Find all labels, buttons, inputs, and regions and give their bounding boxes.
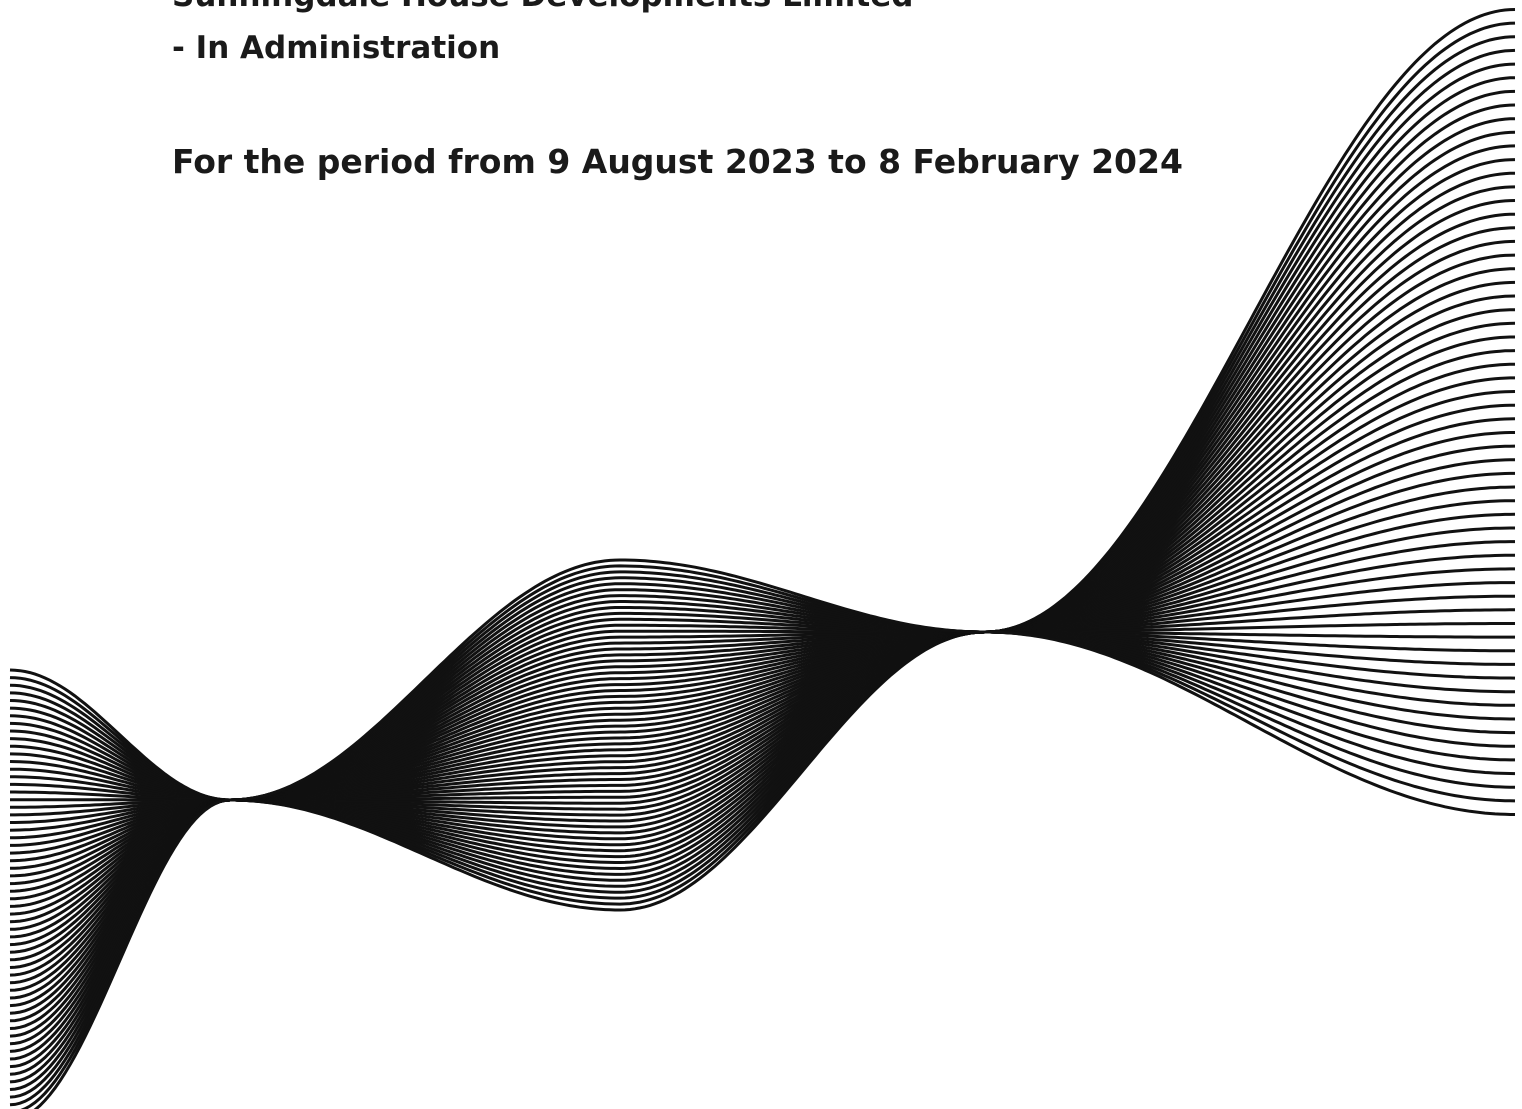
report-period: For the period from 9 August 2023 to 8 F…	[172, 142, 1183, 181]
company-status: - In Administration	[172, 30, 501, 66]
wave-line	[10, 253, 1516, 809]
company-name: Sunningdale House Developments Limited	[172, 0, 913, 14]
wave-line	[33, 558, 1515, 1109]
